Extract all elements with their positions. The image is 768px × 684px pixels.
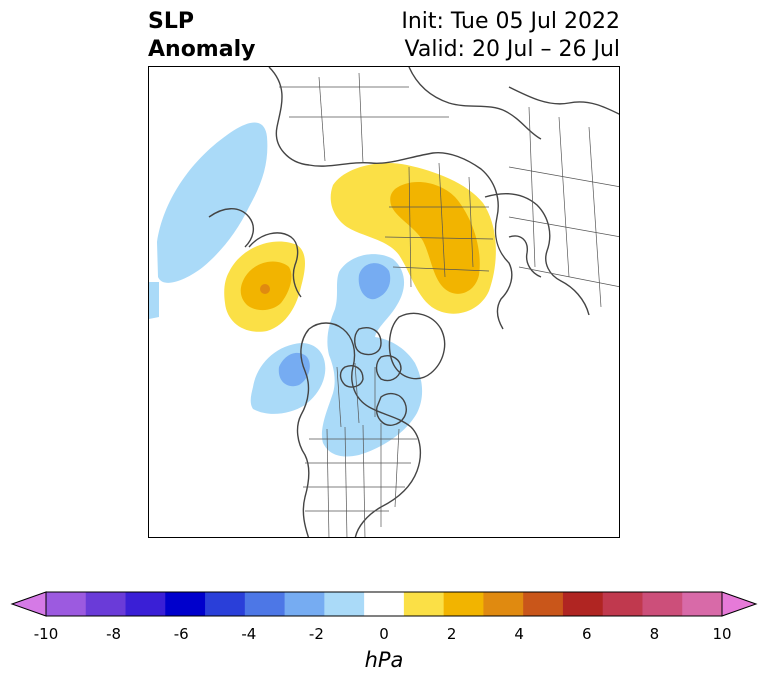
anomaly-fields	[149, 122, 496, 457]
colorbar-graphic: -10 -8 -6 -4 -2 0 2 4 6 8 10 hPa	[10, 591, 758, 672]
colorbar-tick-label: 2	[447, 625, 457, 643]
colorbar-tick-label: 10	[712, 625, 731, 643]
colorbar-tick-label: 8	[650, 625, 660, 643]
init-date: Init: Tue 05 Jul 2022	[401, 9, 620, 34]
colorbar-bin	[403, 592, 445, 616]
map-panel	[148, 66, 620, 538]
colorbar-bin	[602, 592, 644, 616]
colorbar-bin	[244, 592, 286, 616]
colorbar-bin	[562, 592, 604, 616]
colorbar-tick-label: -10	[34, 625, 59, 643]
colorbar-bin	[642, 592, 683, 616]
colorbar-min-extension	[10, 591, 47, 617]
colorbar: -10 -8 -6 -4 -2 0 2 4 6 8 10 hPa	[0, 586, 768, 684]
colorbar-unit-label: hPa	[365, 648, 404, 672]
colorbar-bin	[284, 592, 325, 616]
title-variable-line2: Anomaly	[148, 37, 256, 62]
colorbar-tick-label: -4	[241, 625, 256, 643]
colorbar-bin	[46, 592, 87, 616]
colorbar-ticks: -10 -8 -6 -4 -2 0 2 4 6 8 10	[34, 625, 732, 643]
colorbar-bin	[85, 592, 127, 616]
valid-range: Valid: 20 Jul – 26 Jul	[404, 37, 620, 62]
map-title: SLP Anomaly	[148, 8, 255, 64]
colorbar-bin	[324, 592, 365, 616]
colorbar-bin	[483, 592, 524, 616]
polar-map	[149, 67, 619, 537]
anomaly-ne-pacific-low	[157, 122, 268, 283]
colorbar-tick-label: -2	[309, 625, 324, 643]
colorbar-bin	[443, 592, 485, 616]
colorbar-max-extension	[721, 591, 758, 617]
colorbar-tick-label: 4	[514, 625, 524, 643]
anomaly-left-edge-low	[149, 282, 159, 319]
coastlines	[208, 67, 619, 537]
colorbar-bin	[125, 592, 166, 616]
colorbar-bin	[682, 592, 723, 616]
political-borders	[279, 72, 619, 537]
colorbar-bins	[46, 592, 723, 616]
colorbar-tick-label: -8	[106, 625, 121, 643]
colorbar-tick-label: -6	[174, 625, 189, 643]
colorbar-tick-label: 0	[379, 625, 389, 643]
colorbar-outline	[45, 591, 723, 617]
anomaly-arctic-northamerica-low	[321, 254, 423, 457]
anomaly-arctic-low-core	[358, 263, 391, 300]
colorbar-tick-label: 6	[582, 625, 592, 643]
map-dates: Init: Tue 05 Jul 2022 Valid: 20 Jul – 26…	[401, 8, 620, 64]
colorbar-bin	[165, 592, 206, 616]
title-variable-line1: SLP	[148, 9, 194, 34]
colorbar-bin	[523, 592, 564, 616]
anomaly-alaska-high-peak	[260, 284, 270, 294]
colorbar-bin	[205, 592, 246, 616]
colorbar-bin	[364, 592, 405, 616]
